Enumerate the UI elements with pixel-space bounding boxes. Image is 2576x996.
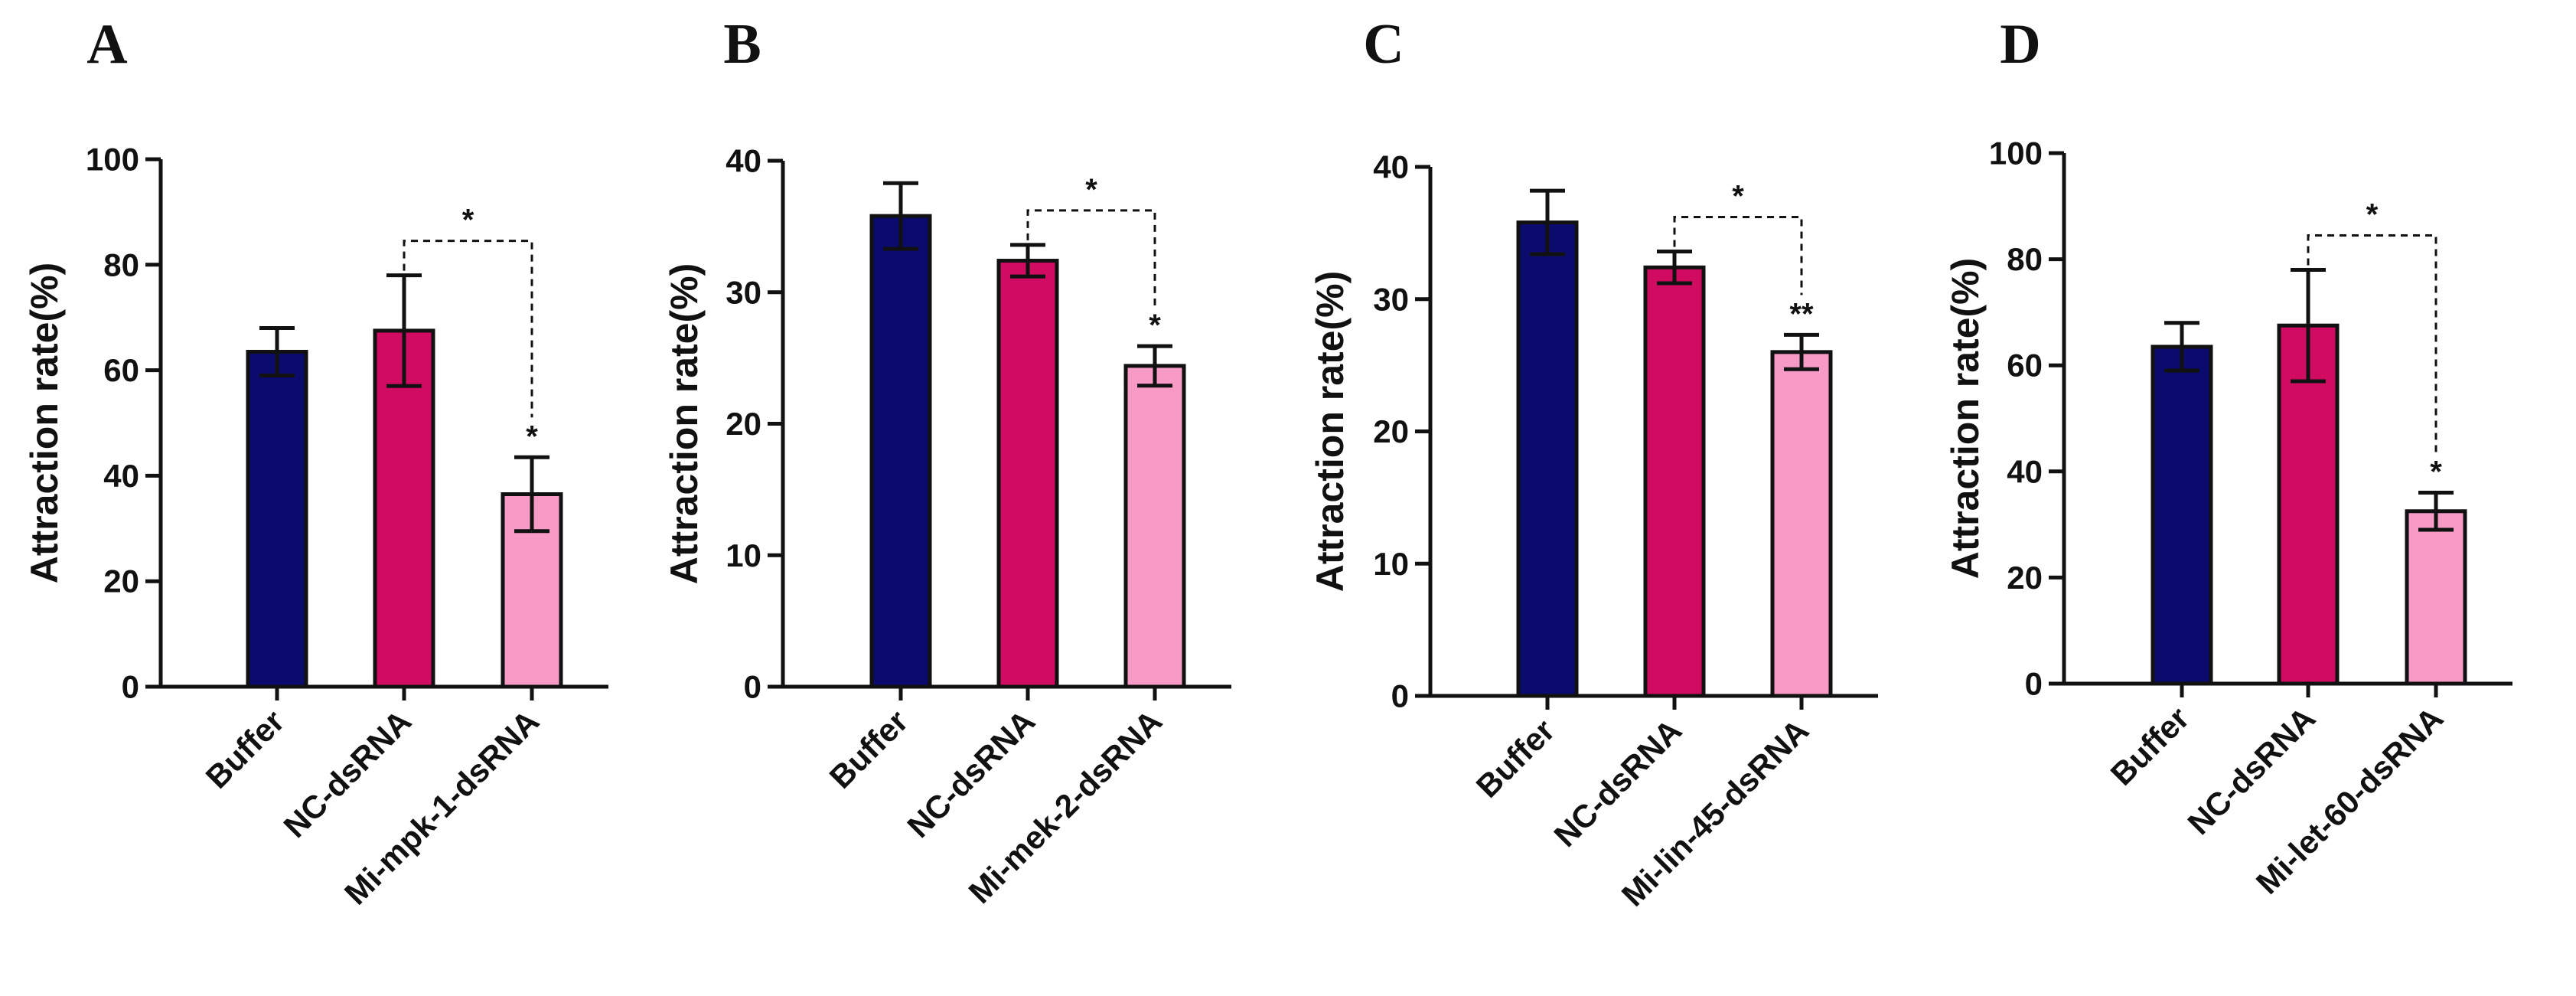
panel-d-y-tick-label: 0 <box>2025 666 2043 702</box>
panel-a-category-label: NC-dsRNA <box>276 703 418 844</box>
panel-d-category-label: Buffer <box>2104 700 2196 792</box>
panel-a-bar-significance: * <box>526 420 538 453</box>
chart-panel-c: C Attraction rate(%) 0 10 20 30 40 BufferNC-dsR… <box>1309 13 1878 913</box>
panel-b-y-axis-label: Attraction rate(%) <box>663 263 706 584</box>
panel-b-y-tick-label: 40 <box>726 143 761 179</box>
panel-c-y-tick-label: 20 <box>1373 413 1409 449</box>
panel-d-bar <box>2277 323 2340 686</box>
panel-a-y-tick-label: 0 <box>122 669 139 705</box>
panel-b-y-tick-label: 20 <box>726 406 761 442</box>
panel-a-comparison-bracket <box>403 240 533 418</box>
panel-b-bar <box>996 259 1059 689</box>
chart-panel-b: B Attraction rate(%) 0 10 20 30 40 BufferNC-dsR… <box>663 13 1231 910</box>
panel-b-category-label: NC-dsRNA <box>900 703 1042 844</box>
panel-c-category-label: NC-dsRNA <box>1547 712 1688 854</box>
panel-a-y-tick-label: 20 <box>103 563 139 599</box>
panel-d-letter: D <box>2000 13 2040 76</box>
panel-d-y-tick-label: 100 <box>1989 136 2043 171</box>
panel-b-bar <box>1123 364 1186 689</box>
panel-d-y-tick-label: 40 <box>2007 453 2043 489</box>
panel-c-y-tick-label: 40 <box>1373 149 1409 185</box>
panel-c-bar-significance: ** <box>1789 297 1814 331</box>
panel-c-comparison-bracket <box>1673 216 1803 296</box>
panel-d-y-tick-label: 20 <box>2007 560 2043 596</box>
panel-d-y-tick-label: 80 <box>2007 241 2043 277</box>
panel-a-y-tick-label: 100 <box>86 142 139 178</box>
panel-a-y-axis-label: Attraction rate(%) <box>23 263 66 583</box>
panel-d-y-axis-label: Attraction rate(%) <box>1944 258 1987 579</box>
panel-c-letter: C <box>1363 13 1404 76</box>
panel-b-y-tick-label: 30 <box>726 274 761 310</box>
panel-d-bar <box>2405 509 2467 686</box>
panel-a-y-tick-label: 60 <box>103 352 139 388</box>
panel-a-y-tick-label: 80 <box>103 247 139 282</box>
panel-c-bar <box>1643 265 1706 698</box>
panel-c-y-tick-label: 10 <box>1373 546 1409 582</box>
panel-b-y-tick-label: 0 <box>744 669 761 705</box>
panel-d-comparison-significance: * <box>2366 198 2379 231</box>
panel-c-comparison-significance: * <box>1732 180 1744 214</box>
panel-a-bar <box>246 349 308 689</box>
panel-d-bar <box>2150 345 2213 686</box>
panel-c-y-axis-label: Attraction rate(%) <box>1309 271 1352 592</box>
panel-c-category-label: Buffer <box>1469 712 1562 805</box>
panel-c-bar <box>1770 350 1833 698</box>
panel-b-bar-significance: * <box>1149 309 1161 342</box>
panel-b-y-tick-label: 10 <box>726 537 761 573</box>
panel-b-bar <box>869 214 932 689</box>
panel-d-y-tick-label: 60 <box>2007 348 2043 384</box>
chart-panel-a: A Attraction rate(%) 0 20 40 60 80 100 BufferNC-… <box>23 13 608 912</box>
chart-panel-d: D Attraction rate(%) 0 20 40 60 80 100 BufferNC-… <box>1944 13 2512 901</box>
panel-b-category-label: Buffer <box>823 703 915 795</box>
panel-c-y-tick-label: 0 <box>1391 678 1409 714</box>
panel-d-bar-significance: * <box>2430 456 2442 489</box>
panel-d-comparison-bracket <box>2307 233 2437 453</box>
panel-c-y-tick-label: 30 <box>1373 281 1409 317</box>
panel-d-category-label: NC-dsRNA <box>2180 700 2322 841</box>
panel-b-letter: B <box>723 13 761 76</box>
panel-a-category-label: Buffer <box>199 703 292 795</box>
panel-a-bar <box>373 328 435 689</box>
panel-a-comparison-significance: * <box>462 204 474 237</box>
panel-b-comparison-significance: * <box>1085 173 1097 207</box>
panel-b-comparison-bracket <box>1026 209 1156 307</box>
panel-a-y-tick-label: 40 <box>103 458 139 494</box>
panel-c-bar <box>1516 220 1579 698</box>
panel-a-letter: A <box>86 13 127 76</box>
